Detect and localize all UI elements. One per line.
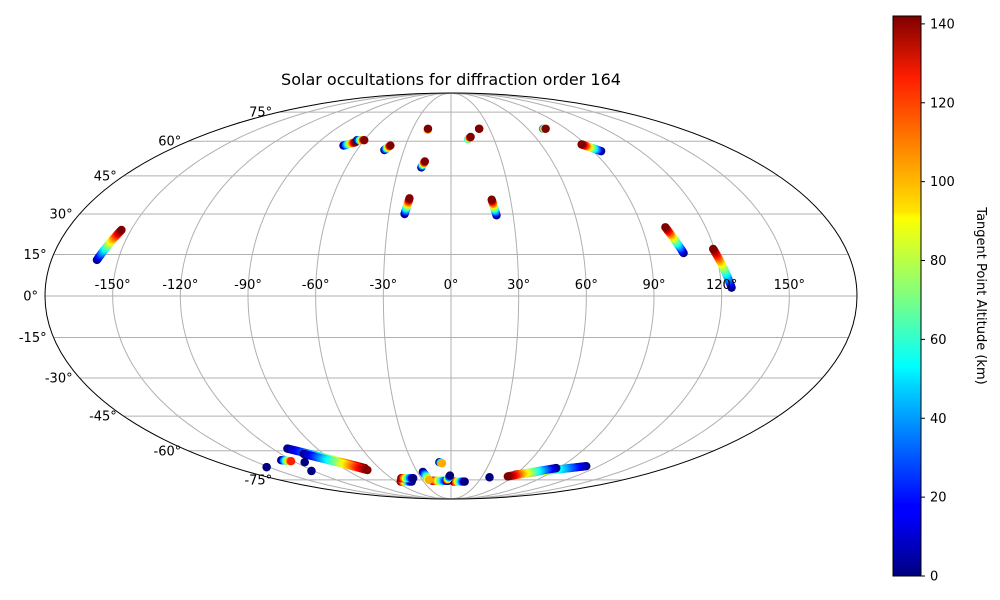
longitude-gridline (450, 92, 723, 500)
longitude-gridline (247, 92, 452, 500)
occultation-point (424, 475, 434, 485)
colorbar-tick-label: 140 (930, 17, 955, 32)
y-tick-label: -60° (154, 444, 182, 459)
occultation-point (541, 124, 550, 133)
occultation-point (445, 471, 455, 480)
x-tick-label: -150° (95, 278, 131, 293)
occultation-point (661, 223, 670, 232)
occultation-point (423, 124, 433, 133)
x-tick-label: -90° (234, 278, 262, 293)
x-tick-label: 0° (444, 278, 459, 293)
y-tick-label: 75° (249, 106, 272, 121)
map-boundary (44, 92, 858, 500)
occultation-point (487, 195, 496, 204)
occultation-point (474, 124, 484, 133)
colorbar-tick-label: 20 (930, 491, 947, 506)
occultation-point (460, 477, 469, 486)
occultation-point (307, 466, 316, 476)
longitude-gridline (179, 92, 452, 500)
occultation-point (300, 458, 309, 467)
colorbar-tick-label: 40 (930, 412, 947, 427)
x-tick-label: 60° (575, 278, 598, 293)
x-tick-label: 150° (774, 278, 805, 293)
occultation-point (420, 157, 430, 166)
colorbar-tick-label: 0 (930, 570, 938, 585)
longitude-gridline (450, 92, 790, 500)
y-tick-label: 60° (158, 135, 181, 150)
longitude-gridline (450, 92, 520, 500)
x-tick-label: -30° (369, 278, 397, 293)
occultation-point (286, 457, 296, 466)
scatter-points (92, 124, 736, 486)
y-tick-label: 30° (50, 207, 73, 222)
colorbar-tick-label: 100 (930, 175, 955, 190)
chart-title: Solar occultations for diffraction order… (281, 70, 621, 89)
grid (45, 92, 857, 500)
occultation-point (485, 473, 494, 482)
occultation-point (503, 472, 513, 481)
occultation-point (409, 474, 418, 483)
y-tick-labels: -75° -60° -45° -30° -15° 0° 15° 30° 45° 60° 75° (19, 106, 272, 489)
occultation-point (466, 132, 475, 142)
colorbar (892, 15, 922, 577)
colorbar-label: Tangent Point Altitude (km) (973, 206, 988, 384)
y-tick-label: 0° (23, 290, 38, 305)
x-tick-label: -60° (302, 278, 330, 293)
y-tick-label: -45° (89, 410, 117, 425)
x-tick-label: 90° (642, 278, 665, 293)
occultation-point (262, 462, 271, 472)
y-tick-label: 45° (94, 169, 117, 184)
x-tick-label: -120° (162, 278, 198, 293)
x-tick-label: 120° (706, 278, 737, 293)
longitude-gridline (382, 92, 452, 500)
colorbar-tick-label: 60 (930, 333, 947, 348)
occultation-point (363, 465, 372, 475)
y-tick-label: 15° (24, 248, 47, 263)
occultation-point (709, 244, 718, 254)
occultation-point (117, 225, 126, 235)
y-tick-label: -30° (45, 372, 73, 387)
occultation-point (360, 135, 369, 145)
x-tick-label: 30° (507, 278, 530, 293)
colorbar-tick-label: 120 (930, 96, 955, 111)
x-tick-labels: -150° -120° -90° -60° -30° 0° 30° 60° 90° 120° 150… (95, 278, 805, 293)
occultation-point (405, 194, 414, 203)
longitude-gridline (112, 92, 452, 500)
occultation-point (437, 459, 447, 468)
occultation-point (386, 141, 395, 150)
y-tick-label: -15° (19, 331, 47, 346)
colorbar-tick-label: 80 (930, 254, 947, 269)
colorbar-ticks: 0 20 40 60 80 100 120 140 (921, 17, 955, 585)
y-tick-label: -75° (244, 473, 272, 488)
longitude-gridline (450, 92, 587, 500)
occultation-point (577, 140, 586, 149)
